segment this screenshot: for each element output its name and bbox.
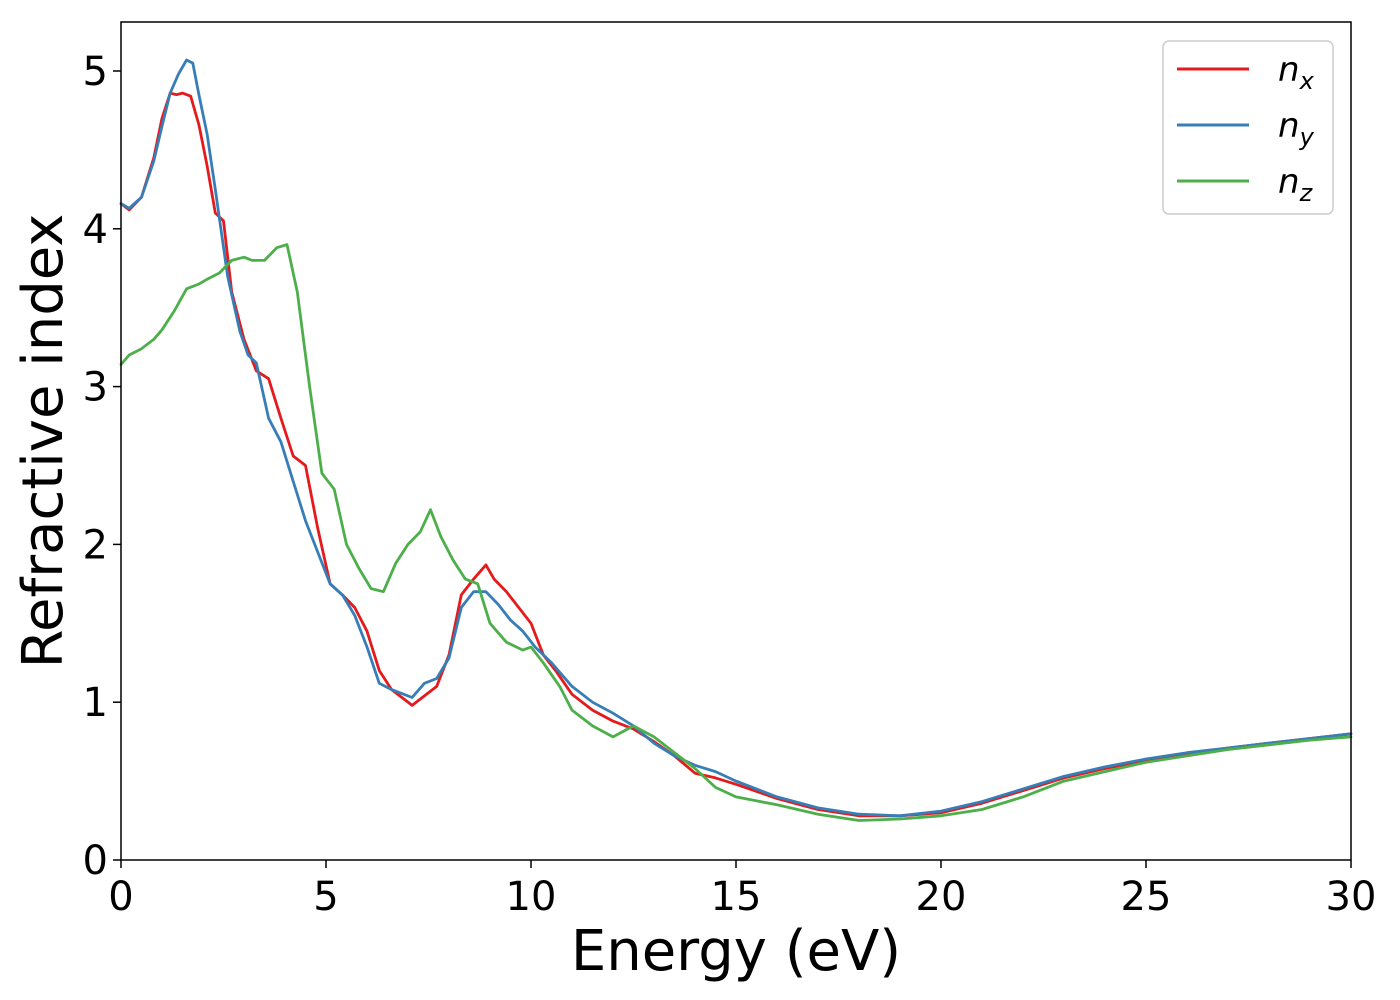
legend-label-x: nx	[1278, 50, 1315, 95]
y-axis-ticks: 0 1 2 3 4 5	[83, 49, 121, 884]
legend-label-y: ny	[1278, 106, 1315, 151]
y-tick-label: 5	[83, 49, 108, 95]
y-axis-title: Refractive index	[11, 214, 76, 669]
x-tick-label: 5	[313, 874, 338, 920]
series-line-y	[119, 58, 1353, 818]
x-tick-label: 25	[1121, 874, 1172, 920]
x-tick-label: 30	[1326, 874, 1377, 920]
legend-label-z: nz	[1278, 162, 1314, 207]
y-tick-label: 1	[83, 680, 108, 726]
y-tick-label: 2	[83, 522, 108, 568]
x-axis-ticks: 0 5 10 15 20 25 30	[108, 860, 1376, 920]
legend-box	[1162, 40, 1334, 215]
x-tick-label: 15	[711, 874, 762, 920]
x-axis-title: Energy (eV)	[571, 919, 901, 984]
series-layer	[119, 58, 1353, 822]
y-tick-label: 3	[83, 365, 108, 411]
x-tick-label: 10	[506, 874, 557, 920]
legend: nx ny nz	[1162, 40, 1334, 215]
y-tick-label: 4	[83, 207, 108, 253]
y-tick-label: 0	[83, 838, 108, 884]
x-tick-label: 20	[916, 874, 967, 920]
x-tick-label: 0	[108, 874, 133, 920]
series-line-z	[119, 243, 1353, 822]
